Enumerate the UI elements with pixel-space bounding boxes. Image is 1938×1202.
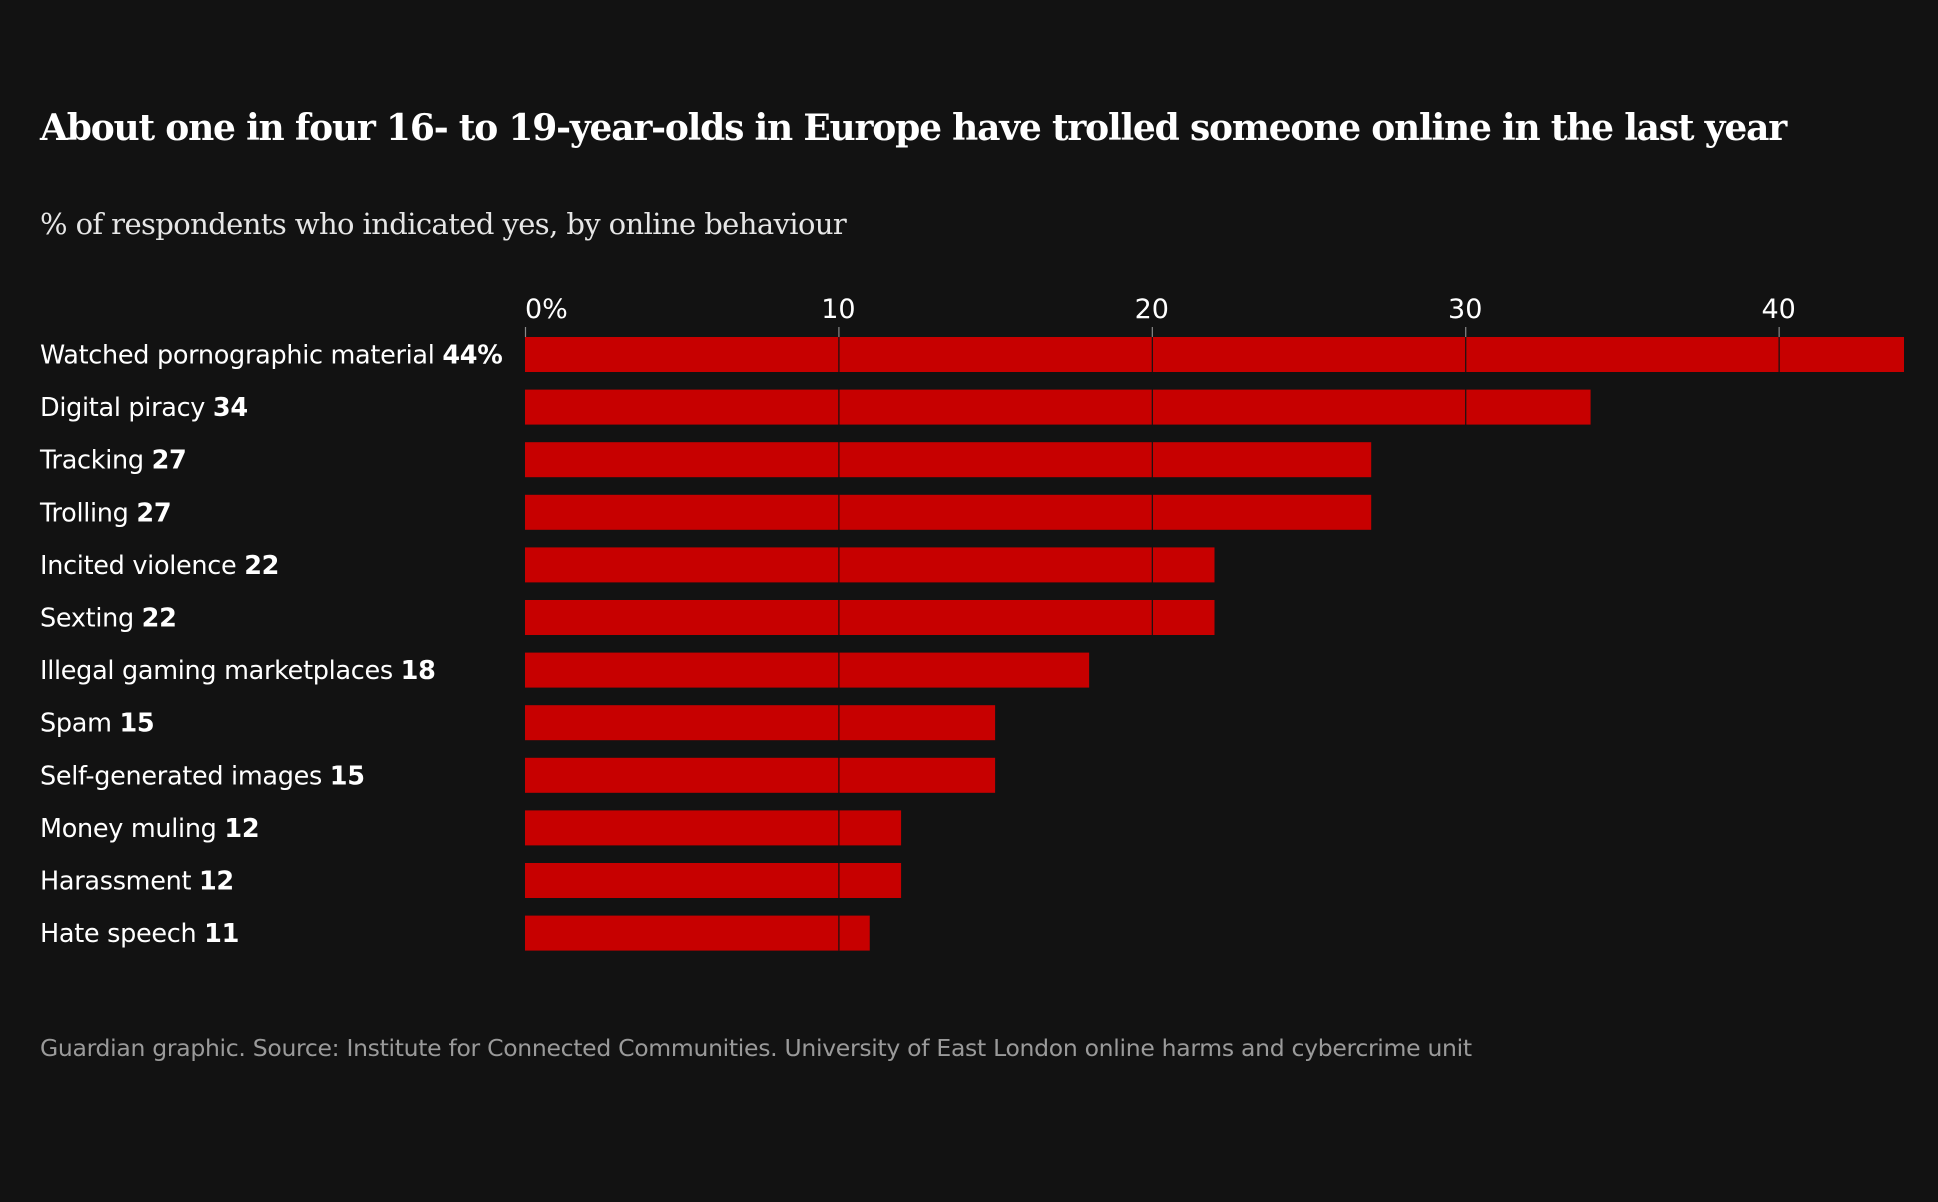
x-axis-ticks: 0% 10 20 30 40 [524, 294, 1796, 337]
value-label: 18 [401, 656, 436, 686]
category-name: Harassment [40, 867, 199, 897]
category-name: Digital piracy [40, 393, 213, 423]
category-name: Sexting [40, 604, 142, 634]
bar-2 [525, 389, 1591, 425]
tick-label-30: 30 [1448, 294, 1482, 325]
bar-1 [525, 337, 1904, 372]
gridlines [838, 337, 1780, 951]
bar-12 [525, 915, 870, 951]
category-label-3: Tracking 27 [39, 446, 186, 476]
value-label: 15 [330, 761, 365, 791]
tick-label-40: 40 [1761, 294, 1795, 325]
category-label-4: Trolling 27 [39, 498, 171, 528]
value-label: 27 [136, 498, 171, 528]
category-label-5: Incited violence 22 [40, 551, 279, 581]
bar-7 [525, 652, 1090, 688]
category-name: Watched pornographic material [40, 341, 442, 371]
category-name: Illegal gaming marketplaces [40, 656, 401, 686]
tick-label-20: 20 [1135, 294, 1169, 325]
chart-title: About one in four 16- to 19-year-olds in… [40, 107, 1787, 149]
category-name: Tracking [39, 446, 152, 476]
bar-10 [525, 810, 902, 846]
bar-11 [525, 863, 902, 898]
value-label: 12 [199, 867, 234, 897]
value-label: 11 [204, 919, 239, 949]
category-name: Trolling [39, 498, 136, 528]
value-label: 22 [142, 604, 177, 634]
tick-label-0: 0% [525, 294, 568, 325]
bar-9 [525, 757, 996, 793]
bar-5 [525, 547, 1215, 583]
category-label-11: Harassment 12 [40, 867, 234, 897]
value-label: 44% [442, 341, 502, 371]
category-label-8: Spam 15 [40, 709, 154, 739]
tick-label-10: 10 [821, 294, 855, 325]
value-label: 15 [119, 709, 154, 739]
category-name: Spam [40, 709, 119, 739]
value-label: 22 [244, 551, 279, 581]
bar-3 [525, 442, 1372, 478]
category-labels: Watched pornographic material 44% Digital… [39, 341, 503, 950]
category-name: Incited violence [40, 551, 244, 581]
category-name: Money muling [40, 814, 224, 844]
category-name: Hate speech [40, 919, 204, 949]
source-note: Guardian graphic. Source: Institute for … [40, 1034, 1472, 1062]
value-label: 12 [224, 814, 259, 844]
chart-subtitle: % of respondents who indicated yes, by o… [40, 207, 847, 241]
category-label-7: Illegal gaming marketplaces 18 [40, 656, 436, 686]
category-label-9: Self-generated images 15 [40, 761, 365, 791]
category-label-10: Money muling 12 [40, 814, 259, 844]
value-label: 27 [152, 446, 187, 476]
category-label-6: Sexting 22 [40, 604, 177, 634]
bar-8 [525, 705, 996, 741]
category-label-12: Hate speech 11 [40, 919, 239, 949]
bars-layer [525, 337, 1904, 951]
category-label-2: Digital piracy 34 [40, 393, 248, 423]
category-label-1: Watched pornographic material 44% [40, 341, 503, 371]
bar-4 [525, 494, 1372, 530]
value-label: 34 [213, 393, 248, 423]
category-name: Self-generated images [40, 761, 330, 791]
bar-6 [525, 600, 1215, 635]
